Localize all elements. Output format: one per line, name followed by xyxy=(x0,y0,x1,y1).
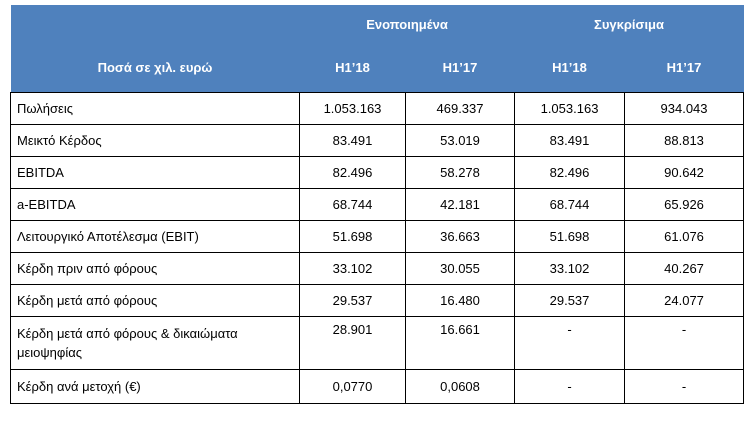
cell-value: 1.053.163 xyxy=(299,92,406,125)
cell-value: 40.267 xyxy=(624,252,745,285)
cell-value: 88.813 xyxy=(624,124,745,157)
row-label: a-EBITDA xyxy=(10,188,300,221)
table-row-profit-after-tax: Κέρδη μετά από φόρους 29.537 16.480 29.5… xyxy=(10,284,745,317)
cell-value: 934.043 xyxy=(624,92,745,125)
cell-value: 51.698 xyxy=(299,220,406,253)
cell-value: 29.537 xyxy=(299,284,406,317)
row-label: Κέρδη ανά μετοχή (€) xyxy=(10,369,300,404)
cell-value: 82.496 xyxy=(514,156,626,189)
table-row-profit-after-tax-minorities: Κέρδη μετά από φόρους & δικαιώματα μειοψ… xyxy=(10,316,745,370)
cell-value: 33.102 xyxy=(514,252,626,285)
cell-value: 1.053.163 xyxy=(514,92,626,125)
cell-value: 24.077 xyxy=(624,284,745,317)
cell-value: 51.698 xyxy=(514,220,626,253)
cell-value: - xyxy=(514,369,626,404)
cell-value: 30.055 xyxy=(404,252,516,285)
cell-value: 68.744 xyxy=(299,188,406,221)
label-column-header: Ποσά σε χιλ. ευρώ xyxy=(10,43,300,93)
cell-value: 83.491 xyxy=(299,124,406,157)
cell-value: 0,0608 xyxy=(404,369,516,404)
cell-value: 36.663 xyxy=(404,220,516,253)
group-header-comparable: Συγκρίσιμα xyxy=(514,5,744,43)
group-header-consolidated: Ενοποιημένα xyxy=(299,5,515,43)
cell-value: 29.537 xyxy=(514,284,626,317)
cell-value: - xyxy=(624,369,745,404)
cell-value: 83.491 xyxy=(514,124,626,157)
column-header-consolidated-h1-18: H1’18 xyxy=(299,43,406,93)
cell-value: 469.337 xyxy=(404,92,516,125)
cell-value: 42.181 xyxy=(404,188,516,221)
row-label: Κέρδη μετά από φόρους xyxy=(10,284,300,317)
table-row-gross-profit: Μεικτό Κέρδος 83.491 53.019 83.491 88.81… xyxy=(10,124,745,157)
cell-value: 90.642 xyxy=(624,156,745,189)
header-blank-cell xyxy=(10,5,300,43)
column-header-row: Ποσά σε χιλ. ευρώ H1’18 H1’17 H1’18 H1’1… xyxy=(10,43,744,93)
row-label: EBITDA xyxy=(10,156,300,189)
cell-value: 16.661 xyxy=(404,316,516,370)
column-header-comparable-h1-18: H1’18 xyxy=(514,43,625,93)
cell-value: 82.496 xyxy=(299,156,406,189)
row-label: Λειτουργικό Αποτέλεσμα (EBIT) xyxy=(10,220,300,253)
row-label: Κέρδη πριν από φόρους xyxy=(10,252,300,285)
financial-results-table: Ενοποιημένα Συγκρίσιμα Ποσά σε χιλ. ευρώ… xyxy=(10,5,745,404)
cell-value: 58.278 xyxy=(404,156,516,189)
row-label: Κέρδη μετά από φόρους & δικαιώματα μειοψ… xyxy=(10,316,300,370)
cell-value: 16.480 xyxy=(404,284,516,317)
cell-value: 0,0770 xyxy=(299,369,406,404)
cell-value: 61.076 xyxy=(624,220,745,253)
table-row-a-ebitda: a-EBITDA 68.744 42.181 68.744 65.926 xyxy=(10,188,745,221)
group-header-row: Ενοποιημένα Συγκρίσιμα xyxy=(10,5,744,43)
cell-value: 65.926 xyxy=(624,188,745,221)
table-row-sales: Πωλήσεις 1.053.163 469.337 1.053.163 934… xyxy=(10,92,745,125)
cell-value: - xyxy=(514,316,626,370)
cell-value: 68.744 xyxy=(514,188,626,221)
row-label: Μεικτό Κέρδος xyxy=(10,124,300,157)
table-row-ebitda: EBITDA 82.496 58.278 82.496 90.642 xyxy=(10,156,745,189)
column-header-consolidated-h1-17: H1’17 xyxy=(405,43,515,93)
table-row-ebit: Λειτουργικό Αποτέλεσμα (EBIT) 51.698 36.… xyxy=(10,220,745,253)
row-label: Πωλήσεις xyxy=(10,92,300,125)
cell-value: 33.102 xyxy=(299,252,406,285)
cell-value: 53.019 xyxy=(404,124,516,157)
cell-value: 28.901 xyxy=(299,316,406,370)
table-row-profit-before-tax: Κέρδη πριν από φόρους 33.102 30.055 33.1… xyxy=(10,252,745,285)
table-row-earnings-per-share: Κέρδη ανά μετοχή (€) 0,0770 0,0608 - - xyxy=(10,369,745,404)
column-header-comparable-h1-17: H1’17 xyxy=(624,43,744,93)
cell-value: - xyxy=(624,316,745,370)
